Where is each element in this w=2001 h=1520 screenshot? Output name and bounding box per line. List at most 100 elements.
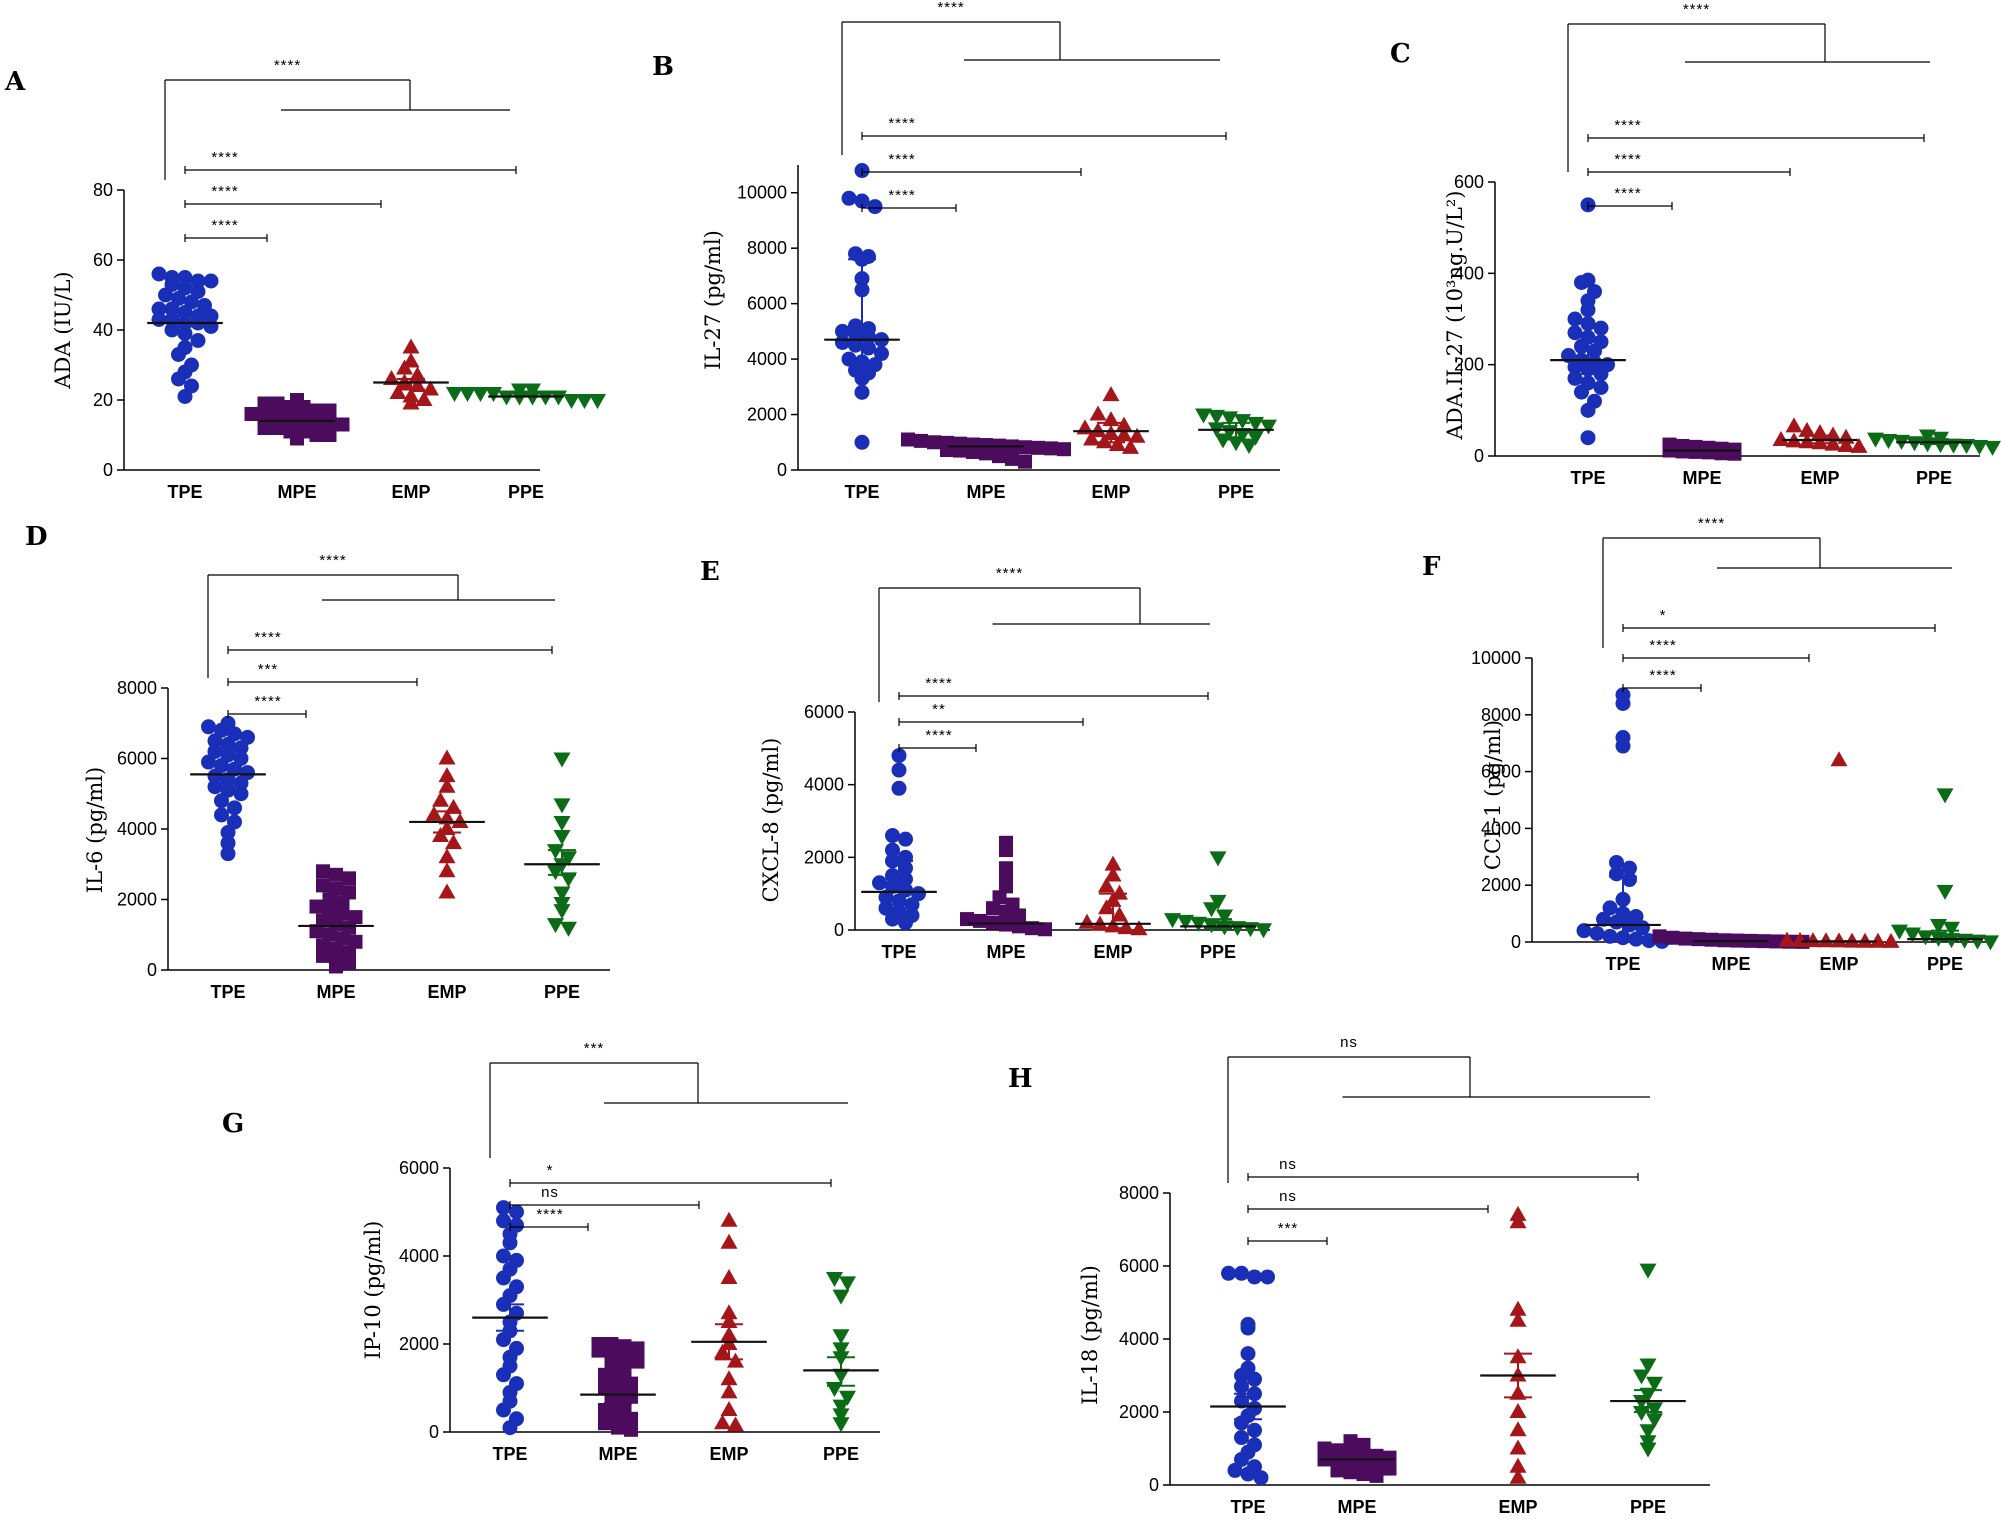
data-point-ppe [1221,411,1238,427]
data-point-ppe [560,921,577,937]
data-point-emp [720,1401,738,1416]
data-point-tpe [177,389,193,404]
data-point-tpe [1234,1378,1249,1394]
x-tick-label: PPE [823,1444,859,1464]
data-point-tpe [1574,384,1589,400]
data-point-mpe [624,1411,638,1426]
x-tick-label: PPE [1630,1497,1666,1517]
data-point-tpe [885,878,900,894]
data-point-emp [402,394,420,410]
y-tick-label: 4000 [804,775,844,795]
y-tick-label: 6000 [1119,1256,1159,1276]
sig-label: **** [888,151,915,168]
data-point-emp [422,380,439,396]
data-point-mpe [257,421,272,435]
data-point-ppe [1639,1358,1657,1374]
data-point-tpe [151,312,167,327]
sig-label: **** [1683,1,1710,18]
sig-label: **** [211,217,238,234]
data-point-ppe [1639,1424,1657,1440]
data-point-mpe [1031,440,1045,455]
x-tick-label: PPE [1916,468,1952,488]
data-point-mpe [611,1407,625,1422]
data-point-emp [720,1211,738,1227]
sig-label: **** [937,0,964,16]
data-point-emp [1083,430,1100,446]
data-point-ppe [832,1342,850,1358]
x-tick-label: TPE [1605,954,1640,974]
data-point-tpe [1221,1265,1236,1281]
panel-f: F 0 2000 4000 6000 8000 10000 CCL-1 (pg/ml) TPE M… [1422,515,1999,974]
x-tick-label: MPE [1711,954,1750,974]
data-point-tpe [201,754,216,770]
data-point-mpe [1382,1450,1397,1465]
data-point-ppe [1984,440,2001,456]
data-point-emp [396,359,413,375]
data-point-ppe [839,1390,856,1406]
data-point-mpe [1057,442,1071,457]
data-point-mpe [257,407,272,421]
data-point-tpe [171,371,186,387]
data-point-mpe [1369,1468,1384,1483]
data-point-ppe [563,394,580,409]
data-point-tpe [164,322,180,338]
data-point-emp [438,883,456,899]
data-point-tpe [496,1332,511,1348]
x-tick-label: MPE [1682,468,1721,488]
data-point-mpe [270,421,285,435]
data-point-emp [1115,426,1133,442]
data-point-mpe [914,433,928,448]
data-point-tpe [1247,1269,1262,1285]
data-point-ppe [1209,851,1227,867]
panel-letter: G [222,1109,244,1139]
y-tick-label: 2000 [1481,875,1521,895]
data-point-tpe [1234,1415,1249,1431]
data-point-ppe [832,1408,850,1424]
data-point-tpe [207,768,223,784]
data-point-tpe [1247,1371,1262,1387]
data-point-tpe [1609,866,1624,882]
data-point-ppe [459,387,476,402]
data-point-emp [1078,913,1096,929]
data-point-emp [1122,438,1139,454]
y-axis-label: IL-6 (pg/ml) [83,767,107,893]
data-point-ppe [1247,416,1264,432]
y-tick-label: 0 [777,460,787,480]
y-tick-label: 0 [147,960,157,980]
data-point-ppe [1255,923,1272,939]
x-tick-label: EMP [1091,482,1130,502]
data-point-mpe [316,864,330,879]
data-point-tpe [1240,1346,1256,1362]
data-point-ppe [1646,1402,1663,1418]
data-point-tpe [1609,914,1624,930]
data-point-emp [438,767,456,783]
data-point-mpe [992,890,1007,905]
data-point-emp [1772,431,1790,447]
data-point-tpe [203,319,219,334]
data-point-mpe [1038,922,1052,937]
data-point-ppe [589,394,606,409]
data-point-tpe [1234,1393,1249,1409]
data-point-tpe [220,825,236,841]
y-tick-label: 8000 [117,678,157,698]
x-tick-label: TPE [1230,1497,1265,1517]
data-point-emp [1098,899,1115,915]
data-point-emp [1798,421,1816,437]
data-point-emp [1104,855,1122,871]
data-point-mpe [591,1343,606,1358]
data-point-emp [1817,932,1835,948]
data-point-ppe [1203,902,1220,918]
data-point-tpe [177,270,193,285]
x-tick-label: TPE [167,482,202,502]
data-point-emp [1089,422,1107,438]
data-point-ppe [553,815,571,831]
data-point-tpe [854,434,870,450]
data-point-mpe [1356,1467,1371,1482]
data-point-mpe [322,903,337,918]
data-point-mpe [979,446,993,461]
data-point-tpe [854,371,870,386]
data-point-emp [1509,1311,1527,1327]
data-point-mpe [999,843,1013,858]
data-point-tpe [1593,320,1609,336]
